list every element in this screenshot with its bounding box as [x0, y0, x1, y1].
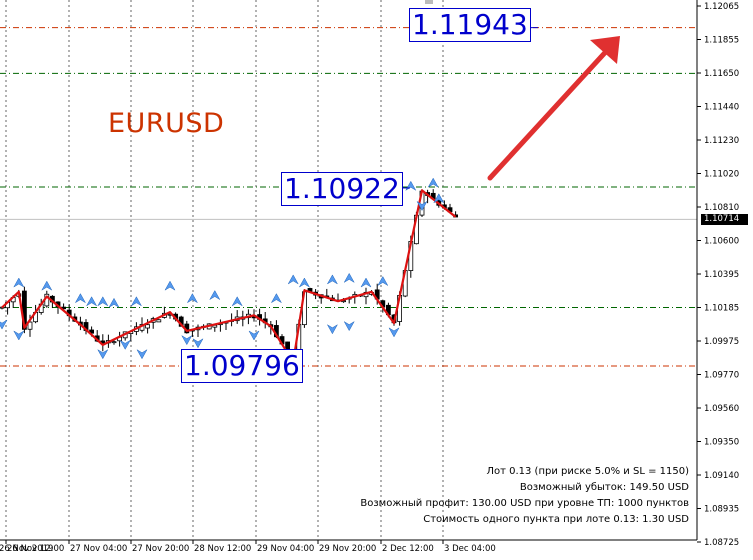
info-profit: Возможный профит: 130.00 USD при уровне …	[360, 498, 689, 509]
price-tick-label: 1.10810	[704, 203, 739, 213]
fractal-up-icon	[85, 296, 98, 307]
low-price-label: 1.09796	[181, 349, 303, 383]
time-tick-label: 2 Dec 12:00	[382, 544, 434, 554]
price-tick-label: 1.08725	[704, 538, 739, 548]
price-tick-label: 1.08935	[704, 505, 739, 515]
fractal-up-icon	[298, 277, 311, 288]
price-tick-label: 1.12065	[704, 2, 739, 12]
time-tick-label: 26 Nov 12:00	[7, 544, 64, 554]
candle-body	[27, 321, 33, 330]
candle-body	[111, 341, 117, 344]
info-loss: Возможный убыток: 149.50 USD	[519, 482, 689, 493]
price-tick-label: 1.10185	[704, 304, 739, 314]
fractal-up-icon	[186, 293, 199, 304]
time-tick-label: 29 Nov 20:00	[319, 544, 376, 554]
fractal-down-icon	[388, 327, 400, 338]
fractal-up-icon	[433, 193, 445, 204]
target-price-label: 1.11943	[409, 8, 531, 42]
fractal-down-icon	[343, 320, 355, 332]
info-lot: Лот 0.13 (при риске 5.0% и SL = 1150)	[486, 466, 689, 477]
fractal-down-icon	[192, 338, 204, 349]
price-tick-label: 1.09975	[704, 337, 739, 347]
fractal-down-icon	[0, 319, 8, 330]
fractal-down-icon	[97, 349, 109, 360]
fractal-down-icon	[416, 200, 428, 211]
price-tick-label: 1.10395	[704, 270, 739, 280]
forecast-arrow-icon	[590, 36, 620, 64]
price-tick-label: 1.11650	[704, 69, 739, 79]
fractal-up-icon	[287, 274, 299, 285]
time-tick-label: 27 Nov 20:00	[132, 544, 189, 554]
price-tick-label: 1.10600	[704, 237, 739, 247]
fractal-down-icon	[13, 330, 25, 341]
fractal-up-icon	[41, 280, 53, 291]
price-tick-label: 1.11020	[704, 170, 739, 180]
price-tick-label: 1.09770	[704, 371, 739, 381]
fractal-up-icon	[427, 177, 439, 188]
fractal-down-icon	[326, 324, 339, 335]
symbol-title: EURUSD	[108, 108, 225, 139]
info-point-value: Стоимость одного пункта при лоте 0.13: 1…	[423, 514, 689, 525]
time-tick-label: 3 Dec 04:00	[444, 544, 496, 554]
time-tick-label: 28 Nov 12:00	[194, 544, 251, 554]
high-price-label: 1.10922	[281, 172, 403, 206]
fractal-up-icon	[209, 290, 221, 301]
price-tick-label: 1.11855	[704, 36, 739, 46]
time-tick-label: 29 Nov 04:00	[257, 544, 314, 554]
fractal-up-icon	[74, 293, 87, 304]
price-tick-label: 1.09350	[704, 438, 739, 448]
price-tick-label: 1.09140	[704, 471, 739, 481]
fractal-up-icon	[343, 272, 355, 284]
candle-body	[145, 324, 151, 329]
fractal-up-icon	[377, 275, 389, 287]
fractal-up-icon	[164, 280, 176, 291]
price-tick-label: 1.11440	[704, 103, 739, 113]
price-tick-label: 1.11230	[704, 136, 739, 146]
fractal-up-icon	[326, 274, 339, 285]
fractal-up-icon	[270, 293, 283, 304]
candle-body	[156, 319, 162, 323]
fractal-up-icon	[108, 297, 120, 309]
fractal-up-icon	[97, 296, 109, 307]
price-marker-icon	[425, 0, 433, 4]
time-tick-label: 26 Nov 2019	[0, 544, 53, 554]
current-price-tag: 1.10714	[701, 214, 748, 225]
price-tick-label: 1.09560	[704, 404, 739, 414]
forecast-arrow-shaft	[487, 42, 615, 181]
fractal-up-icon	[130, 296, 143, 307]
fractal-up-icon	[360, 277, 372, 288]
fractal-down-icon	[181, 334, 193, 346]
time-tick-label: 27 Nov 04:00	[70, 544, 127, 554]
fractal-up-icon	[231, 296, 243, 307]
zigzag-line	[1, 189, 457, 364]
fractal-down-icon	[248, 330, 260, 341]
fractal-up-icon	[13, 277, 25, 288]
fractal-down-icon	[136, 349, 148, 360]
fractal-down-icon	[119, 339, 131, 350]
